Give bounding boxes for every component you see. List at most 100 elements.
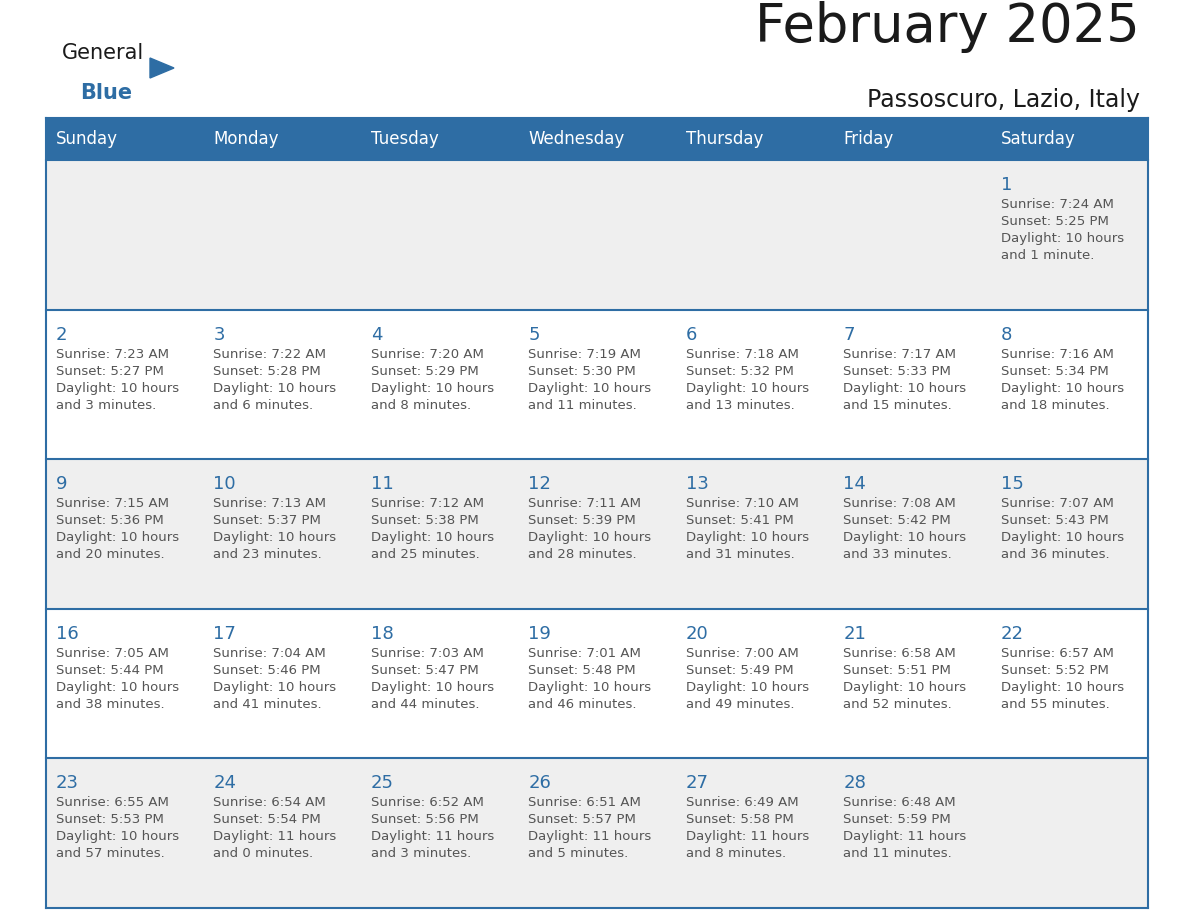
Text: 23: 23 — [56, 775, 78, 792]
Bar — [46, 160, 1148, 309]
Text: 13: 13 — [685, 476, 708, 493]
Text: 7: 7 — [843, 326, 854, 343]
Text: 5: 5 — [529, 326, 539, 343]
Text: and 57 minutes.: and 57 minutes. — [56, 847, 165, 860]
Text: Sunset: 5:43 PM: Sunset: 5:43 PM — [1000, 514, 1108, 527]
Text: Sunset: 5:33 PM: Sunset: 5:33 PM — [843, 364, 952, 377]
Text: Sunset: 5:41 PM: Sunset: 5:41 PM — [685, 514, 794, 527]
Text: Daylight: 10 hours: Daylight: 10 hours — [214, 532, 336, 544]
Text: and 0 minutes.: and 0 minutes. — [214, 847, 314, 860]
Text: and 5 minutes.: and 5 minutes. — [529, 847, 628, 860]
Text: Daylight: 10 hours: Daylight: 10 hours — [843, 382, 966, 395]
Text: Sunset: 5:25 PM: Sunset: 5:25 PM — [1000, 215, 1108, 228]
Text: Sunset: 5:38 PM: Sunset: 5:38 PM — [371, 514, 479, 527]
Text: Sunset: 5:51 PM: Sunset: 5:51 PM — [843, 664, 952, 677]
Text: Sunrise: 6:48 AM: Sunrise: 6:48 AM — [843, 797, 956, 810]
Text: 17: 17 — [214, 625, 236, 643]
Text: Daylight: 10 hours: Daylight: 10 hours — [56, 831, 179, 844]
Text: Sunset: 5:52 PM: Sunset: 5:52 PM — [1000, 664, 1108, 677]
Text: Daylight: 10 hours: Daylight: 10 hours — [214, 681, 336, 694]
Text: and 55 minutes.: and 55 minutes. — [1000, 698, 1110, 711]
Bar — [46, 758, 1148, 908]
Text: Daylight: 10 hours: Daylight: 10 hours — [843, 681, 966, 694]
Text: and 11 minutes.: and 11 minutes. — [843, 847, 952, 860]
Text: and 3 minutes.: and 3 minutes. — [56, 398, 157, 411]
Text: Sunrise: 6:52 AM: Sunrise: 6:52 AM — [371, 797, 484, 810]
Text: 3: 3 — [214, 326, 225, 343]
Text: Sunset: 5:57 PM: Sunset: 5:57 PM — [529, 813, 636, 826]
Text: Daylight: 10 hours: Daylight: 10 hours — [529, 382, 651, 395]
Text: Sunrise: 7:18 AM: Sunrise: 7:18 AM — [685, 348, 798, 361]
Text: Daylight: 10 hours: Daylight: 10 hours — [1000, 382, 1124, 395]
Text: Sunset: 5:44 PM: Sunset: 5:44 PM — [56, 664, 164, 677]
Text: Tuesday: Tuesday — [371, 130, 438, 148]
Text: Daylight: 10 hours: Daylight: 10 hours — [1000, 532, 1124, 544]
Text: Sunset: 5:47 PM: Sunset: 5:47 PM — [371, 664, 479, 677]
Text: Daylight: 10 hours: Daylight: 10 hours — [371, 681, 494, 694]
Text: and 49 minutes.: and 49 minutes. — [685, 698, 795, 711]
Text: Daylight: 11 hours: Daylight: 11 hours — [371, 831, 494, 844]
Text: Sunset: 5:36 PM: Sunset: 5:36 PM — [56, 514, 164, 527]
Text: Daylight: 10 hours: Daylight: 10 hours — [685, 681, 809, 694]
Text: Sunrise: 7:15 AM: Sunrise: 7:15 AM — [56, 498, 169, 510]
Text: and 36 minutes.: and 36 minutes. — [1000, 548, 1110, 561]
Bar — [46, 459, 1148, 609]
Text: Sunrise: 7:10 AM: Sunrise: 7:10 AM — [685, 498, 798, 510]
Text: Sunset: 5:56 PM: Sunset: 5:56 PM — [371, 813, 479, 826]
Text: Daylight: 11 hours: Daylight: 11 hours — [685, 831, 809, 844]
Text: 15: 15 — [1000, 476, 1023, 493]
Bar — [833, 118, 991, 160]
Bar — [203, 118, 361, 160]
Text: 18: 18 — [371, 625, 393, 643]
Text: 11: 11 — [371, 476, 393, 493]
Text: 16: 16 — [56, 625, 78, 643]
Text: and 38 minutes.: and 38 minutes. — [56, 698, 165, 711]
Text: Daylight: 10 hours: Daylight: 10 hours — [529, 532, 651, 544]
Text: and 44 minutes.: and 44 minutes. — [371, 698, 479, 711]
Text: Sunset: 5:37 PM: Sunset: 5:37 PM — [214, 514, 321, 527]
Text: Sunrise: 7:04 AM: Sunrise: 7:04 AM — [214, 647, 327, 660]
Text: and 8 minutes.: and 8 minutes. — [371, 398, 470, 411]
Text: Blue: Blue — [80, 83, 132, 103]
Text: 6: 6 — [685, 326, 697, 343]
Text: 14: 14 — [843, 476, 866, 493]
Text: Thursday: Thursday — [685, 130, 763, 148]
Bar — [361, 118, 518, 160]
Text: 22: 22 — [1000, 625, 1024, 643]
Text: 12: 12 — [529, 476, 551, 493]
Text: and 23 minutes.: and 23 minutes. — [214, 548, 322, 561]
Text: Sunrise: 7:01 AM: Sunrise: 7:01 AM — [529, 647, 642, 660]
Text: 27: 27 — [685, 775, 709, 792]
Text: and 15 minutes.: and 15 minutes. — [843, 398, 952, 411]
Text: 9: 9 — [56, 476, 68, 493]
Text: Sunrise: 6:55 AM: Sunrise: 6:55 AM — [56, 797, 169, 810]
Text: Sunrise: 7:00 AM: Sunrise: 7:00 AM — [685, 647, 798, 660]
Text: and 11 minutes.: and 11 minutes. — [529, 398, 637, 411]
Text: Sunrise: 7:24 AM: Sunrise: 7:24 AM — [1000, 198, 1113, 211]
Text: Sunrise: 7:05 AM: Sunrise: 7:05 AM — [56, 647, 169, 660]
Text: Sunset: 5:28 PM: Sunset: 5:28 PM — [214, 364, 321, 377]
Text: Sunrise: 7:19 AM: Sunrise: 7:19 AM — [529, 348, 642, 361]
Text: February 2025: February 2025 — [756, 1, 1140, 53]
Text: Sunrise: 7:17 AM: Sunrise: 7:17 AM — [843, 348, 956, 361]
Text: Daylight: 11 hours: Daylight: 11 hours — [214, 831, 336, 844]
Text: 20: 20 — [685, 625, 708, 643]
Text: Sunrise: 7:16 AM: Sunrise: 7:16 AM — [1000, 348, 1113, 361]
Text: Sunset: 5:48 PM: Sunset: 5:48 PM — [529, 664, 636, 677]
Text: Sunset: 5:29 PM: Sunset: 5:29 PM — [371, 364, 479, 377]
Text: and 25 minutes.: and 25 minutes. — [371, 548, 480, 561]
Bar — [46, 609, 1148, 758]
Text: 10: 10 — [214, 476, 236, 493]
Polygon shape — [150, 58, 173, 78]
Bar — [46, 118, 203, 160]
Text: Daylight: 10 hours: Daylight: 10 hours — [56, 681, 179, 694]
Text: Sunset: 5:42 PM: Sunset: 5:42 PM — [843, 514, 950, 527]
Text: and 41 minutes.: and 41 minutes. — [214, 698, 322, 711]
Text: Sunrise: 6:51 AM: Sunrise: 6:51 AM — [529, 797, 642, 810]
Text: Sunrise: 7:08 AM: Sunrise: 7:08 AM — [843, 498, 956, 510]
Bar — [991, 118, 1148, 160]
Text: Daylight: 10 hours: Daylight: 10 hours — [371, 532, 494, 544]
Text: and 31 minutes.: and 31 minutes. — [685, 548, 795, 561]
Text: Daylight: 10 hours: Daylight: 10 hours — [1000, 681, 1124, 694]
Text: Sunrise: 7:13 AM: Sunrise: 7:13 AM — [214, 498, 327, 510]
